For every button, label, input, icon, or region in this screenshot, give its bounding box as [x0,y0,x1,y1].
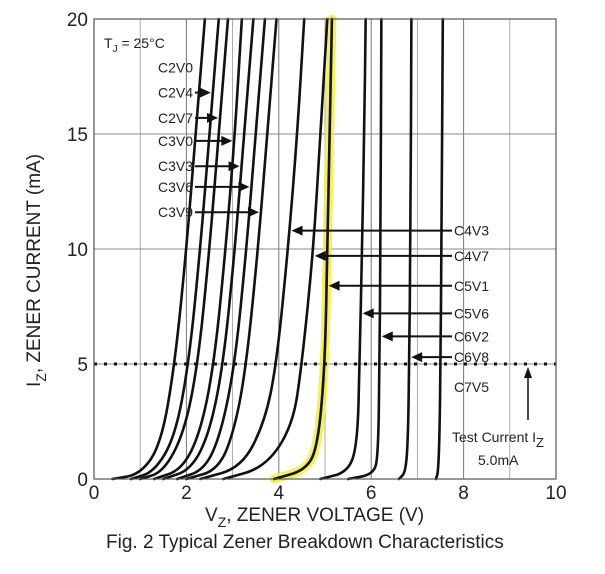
series-c5v1 [272,17,334,481]
y-tick-label: 20 [67,10,88,31]
x-tick-label: 6 [366,483,377,504]
series-c3v3 [162,17,255,481]
series-c7v5 [434,17,445,481]
label-c3v0: C3V0 [158,133,193,149]
series-lines [111,17,445,481]
x-axis-label-rest: , ZENER VOLTAGE (V) [226,505,424,526]
plot-frame [93,18,557,480]
arrowhead-c2v7 [207,112,219,123]
series-c4v3 [198,17,306,481]
label-c5v1: C5V1 [454,278,489,294]
label-c6v2: C6V2 [454,328,489,344]
label-c5v6: C5V6 [454,305,489,321]
label-c6v8: C6V8 [454,349,489,365]
x-tick-label: 10 [545,483,566,504]
arrowhead-c3v3 [228,161,240,172]
test-current-main: Test Current I [452,429,536,445]
series-c2v0 [111,17,207,481]
label-c3v6: C3V6 [158,179,193,195]
test-current-line [94,362,556,420]
x-tick-label: 0 [89,483,100,504]
figure-caption: Fig. 2 Typical Zener Breakdown Character… [106,532,504,553]
arrowhead-c4v3 [291,225,303,236]
y-axis-label-main: I [24,382,45,387]
x-tick-label: 8 [458,483,469,504]
series-c3v6 [175,17,267,481]
arrowhead-c3v9 [247,207,259,218]
y-tick-label: 10 [67,240,88,261]
arrowhead-c4v7 [314,250,326,261]
series-c4v7 [222,17,329,481]
label-c7v5: C7V5 [454,379,489,395]
label-c3v9: C3V9 [158,204,193,220]
label-c2v0: C2V0 [158,59,193,75]
y-tick-label: 5 [77,355,88,376]
tick-labels: 0 2 4 6 8 10 0 5 10 15 20 [67,10,567,504]
y-axis-label-rest: , ZENER CURRENT (mA) [24,154,45,373]
y-axis-label-sub: Z [33,373,49,382]
y-tick-label: 15 [67,125,88,146]
x-axis-label-main: V [205,505,218,526]
label-c2v4: C2V4 [158,85,193,101]
x-tick-label: 4 [274,483,285,504]
y-axis-label: IZ, ZENER CURRENT (mA) [24,154,49,387]
label-c4v7: C4V7 [454,248,489,264]
arrowhead-c2v4 [199,87,211,98]
arrowhead-c5v6 [362,308,374,319]
arrowhead-c6v8 [411,352,423,363]
series-c6v8 [397,17,413,481]
y-tick-label: 0 [77,470,88,491]
condition-sub: J [113,44,118,55]
test-current-value: 5.0mA [478,452,519,468]
label-c2v7: C2V7 [158,110,193,126]
series-c2v4 [129,17,221,481]
label-c3v3: C3V3 [158,158,193,174]
annotations: C2V0 C2V4 C2V7 C3V0 C3V3 C3V6 C3V9 C4V3 C4V7 C5V1… [158,59,489,395]
x-axis-label-sub: Z [218,514,227,530]
series-c5v6 [319,17,367,481]
x-axis-label: VZ, ZENER VOLTAGE (V) [205,505,424,530]
label-c4v3: C4V3 [454,223,489,239]
condition-rest: = 25°C [118,35,165,51]
arrowhead-c3v0 [221,135,233,146]
condition-label: TJ = 25°C [104,35,165,55]
test-current-label: Test Current IZ [452,429,544,450]
series-c6v2 [346,17,383,481]
series-c3v9 [185,17,278,481]
arrowhead-c3v6 [238,181,250,192]
condition-main: T [104,35,113,51]
arrowhead-c5v1 [328,280,340,291]
arrowhead-c6v2 [381,331,393,342]
test-current-sub: Z [536,435,544,450]
x-tick-label: 2 [181,483,192,504]
test-current-arrow-head [524,367,532,378]
series-c3v0 [152,17,244,481]
series-c2v7 [138,17,230,481]
